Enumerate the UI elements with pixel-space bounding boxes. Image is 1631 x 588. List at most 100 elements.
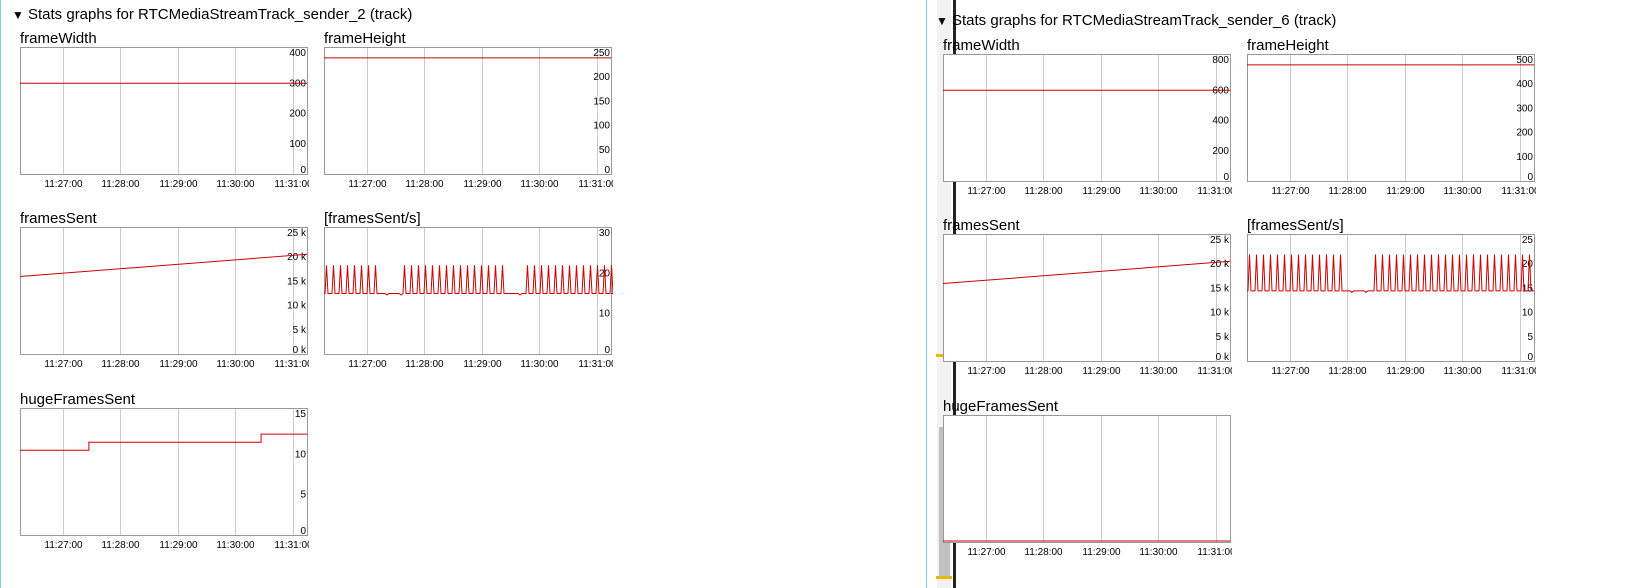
series-line (1247, 254, 1534, 293)
graph-framesSent: 11:27:00 11:28:00 11:29:00 11:30:00 11:31:00… (20, 227, 309, 370)
y-tick-label: 150 (593, 96, 610, 107)
x-tick-label: 11:31:00 (578, 179, 613, 190)
x-tick-label: 11:28:00 (1328, 366, 1367, 377)
y-tick-label: 400 (289, 48, 306, 59)
plot-area (20, 47, 308, 175)
collapse-triangle-icon[interactable]: ▼ (936, 14, 948, 28)
x-tick-label: 11:30:00 (1139, 547, 1178, 558)
x-tick-label: 11:29:00 (159, 359, 198, 370)
x-tick-label: 11:30:00 (520, 359, 559, 370)
x-tick-label: 11:31:00 (1197, 186, 1232, 197)
x-tick-label: 11:28:00 (1024, 186, 1063, 197)
y-tick-label: 100 (289, 139, 306, 150)
graph-hugeFramesSent: 11:27:00 11:28:00 11:29:00 11:30:00 11:31:00… (20, 408, 309, 551)
graph-framesSentRate: 11:27:00 11:28:00 11:29:00 11:30:00 11:31:00… (1247, 234, 1536, 377)
y-tick-label: 15 k (1210, 283, 1230, 294)
section-title: Stats graphs for RTCMediaStreamTrack_sen… (28, 6, 413, 23)
graph-framesSent: 11:27:00 11:28:00 11:29:00 11:30:00 11:31:00… (943, 234, 1232, 377)
y-tick-label: 50 (599, 145, 611, 156)
x-tick-label: 11:29:00 (159, 540, 198, 551)
x-tick-label: 11:27:00 (44, 359, 83, 370)
y-tick-label: 15 k (287, 276, 307, 287)
y-tick-label: 250 (593, 48, 610, 59)
y-tick-label: 30 (599, 228, 611, 239)
x-tick-label: 11:27:00 (1271, 186, 1310, 197)
x-tick-label: 11:31:00 (1501, 366, 1536, 377)
y-tick-label: 100 (1516, 152, 1533, 163)
x-tick-label: 11:29:00 (1386, 186, 1425, 197)
plot-area (324, 47, 612, 175)
y-tick-label: 5 k (293, 325, 307, 336)
y-tick-label: 200 (289, 109, 306, 120)
graph-title-hugeFramesSent: hugeFramesSent (20, 391, 136, 408)
graph-framesSentRate: 11:27:00 11:28:00 11:29:00 11:30:00 11:31:00… (324, 227, 613, 370)
y-tick-label: 0 k (1216, 352, 1230, 363)
graph-hugeFramesSent: 11:27:00 11:28:00 11:29:00 11:30:00 11:31:00 (943, 415, 1232, 558)
x-tick-label: 11:27:00 (967, 547, 1006, 558)
y-tick-label: 200 (1516, 128, 1533, 139)
y-tick-label: 25 k (1210, 235, 1230, 246)
x-tick-label: 11:28:00 (101, 359, 140, 370)
y-tick-label: 25 k (287, 228, 307, 239)
section-header-sender-6[interactable]: ▼ Stats graphs for RTCMediaStreamTrack_se… (936, 12, 1336, 29)
x-tick-label: 11:27:00 (348, 179, 387, 190)
graph-frameHeight: 11:27:00 11:28:00 11:29:00 11:30:00 11:31:00… (324, 47, 613, 190)
graph-title-hugeFramesSent: hugeFramesSent (943, 398, 1059, 415)
x-tick-label: 11:31:00 (274, 179, 309, 190)
plot-area (1247, 234, 1535, 362)
y-tick-label: 800 (1212, 55, 1229, 66)
graph-title-frameHeight: frameHeight (324, 30, 406, 47)
x-tick-label: 11:27:00 (967, 366, 1006, 377)
x-tick-label: 11:30:00 (1443, 186, 1482, 197)
graph-frameWidth: 11:27:00 11:28:00 11:29:00 11:30:00 11:31:00… (20, 47, 309, 190)
x-tick-label: 11:29:00 (463, 359, 502, 370)
y-tick-label: 200 (593, 72, 610, 83)
y-tick-label: 15 (295, 409, 307, 420)
y-tick-label: 10 (1522, 308, 1534, 319)
graph-frameHeight: 11:27:00 11:28:00 11:29:00 11:30:00 11:31:00… (1247, 54, 1536, 197)
series-line (943, 260, 1231, 285)
section-header-sender-2[interactable]: ▼ Stats graphs for RTCMediaStreamTrack_se… (12, 6, 412, 23)
x-tick-label: 11:29:00 (463, 179, 502, 190)
graph-title-frameHeight: frameHeight (1247, 37, 1329, 54)
x-tick-label: 11:28:00 (101, 179, 140, 190)
graph-title-framesSentRate: [framesSent/s] (324, 210, 421, 227)
y-tick-label: 0 (1527, 352, 1533, 363)
x-tick-label: 11:31:00 (578, 359, 613, 370)
plot-area (20, 408, 308, 536)
x-tick-label: 11:31:00 (1197, 366, 1232, 377)
x-tick-label: 11:28:00 (1024, 366, 1063, 377)
y-tick-label: 100 (593, 121, 610, 132)
x-tick-label: 11:27:00 (44, 540, 83, 551)
x-tick-label: 11:30:00 (216, 540, 255, 551)
plot-area (943, 234, 1231, 362)
series-line (324, 265, 613, 296)
section-title: Stats graphs for RTCMediaStreamTrack_sen… (952, 12, 1337, 29)
y-tick-label: 500 (1516, 55, 1533, 66)
x-tick-label: 11:28:00 (405, 359, 444, 370)
graph-title-framesSent: framesSent (20, 210, 97, 227)
x-tick-label: 11:30:00 (520, 179, 559, 190)
graph-frameWidth: 11:27:00 11:28:00 11:29:00 11:30:00 11:31:00… (943, 54, 1232, 197)
y-tick-label: 10 (295, 449, 307, 460)
y-tick-label: 200 (1212, 146, 1229, 157)
x-tick-label: 11:29:00 (159, 179, 198, 190)
y-tick-label: 25 (1522, 235, 1534, 246)
y-tick-label: 0 (604, 165, 610, 176)
collapse-triangle-icon[interactable]: ▼ (12, 8, 24, 22)
y-tick-label: 10 (599, 309, 611, 320)
x-tick-label: 11:28:00 (1328, 186, 1367, 197)
x-tick-label: 11:30:00 (216, 359, 255, 370)
y-tick-label: 0 (300, 526, 306, 537)
x-tick-label: 11:29:00 (1082, 547, 1121, 558)
y-tick-label: 0 (300, 165, 306, 176)
y-tick-label: 0 (1527, 172, 1533, 183)
x-tick-label: 11:28:00 (405, 179, 444, 190)
x-tick-label: 11:27:00 (44, 179, 83, 190)
y-tick-label: 400 (1516, 79, 1533, 90)
x-tick-label: 11:30:00 (216, 179, 255, 190)
y-tick-label: 5 (300, 490, 306, 501)
x-tick-label: 11:29:00 (1082, 186, 1121, 197)
left-stats-panel: ▼ Stats graphs for RTCMediaStreamTrack_se… (0, 0, 613, 588)
x-tick-label: 11:31:00 (274, 359, 309, 370)
